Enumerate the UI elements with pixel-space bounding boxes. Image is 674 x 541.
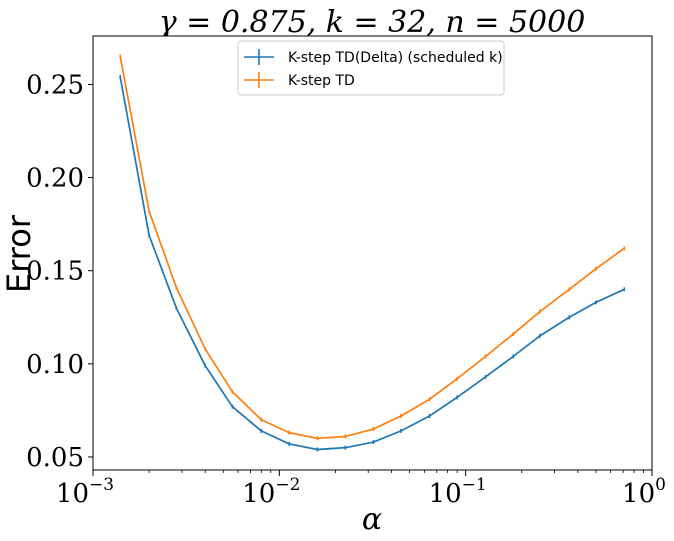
legend: K-step TD(Delta) (scheduled k) K-step TD [237, 40, 505, 96]
legend-label-series-1: K-step TD(Delta) (scheduled k) [288, 50, 503, 66]
x-tick-label: 10−3 [56, 475, 114, 509]
x-tick-base: 10 [56, 479, 89, 509]
x-tick-label: 100 [622, 475, 666, 509]
x-tick-exponent: −1 [462, 475, 487, 495]
x-tick-exponent: −3 [89, 475, 114, 495]
legend-box [237, 40, 505, 96]
x-tick-label: 10−2 [242, 475, 300, 509]
x-tick-label: 10−1 [429, 475, 487, 509]
x-tick-base: 10 [242, 479, 275, 509]
y-axis: 0.05 0.10 0.15 0.20 0.25 [26, 70, 93, 473]
x-axis: 10−3 10−2 10−1 100 [56, 470, 666, 509]
x-tick-base: 10 [622, 479, 655, 509]
y-tick-label: 0.25 [26, 70, 84, 100]
x-tick-base: 10 [429, 479, 462, 509]
series-layer [119, 54, 626, 452]
legend-label-series-2: K-step TD [288, 73, 355, 89]
y-tick-label: 0.20 [26, 164, 84, 194]
y-tick-label: 0.15 [26, 257, 84, 287]
x-tick-exponent: 0 [655, 475, 666, 495]
x-tick-exponent: −2 [275, 475, 300, 495]
y-tick-label: 0.10 [26, 350, 84, 380]
y-axis-label: Error [0, 214, 38, 293]
y-tick-label: 0.05 [26, 443, 84, 473]
plot-area [92, 35, 653, 471]
x-axis-label: α [362, 502, 382, 537]
chart-title: γ = 0.875, k = 32, n = 5000 [159, 5, 586, 40]
